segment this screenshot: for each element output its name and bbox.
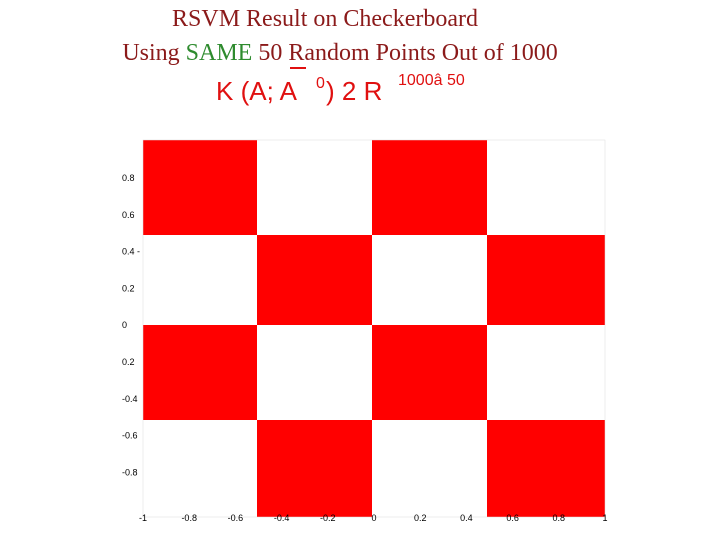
x-tick-label: 0.8 [553,513,566,523]
red-region [487,235,605,325]
red-region [487,420,605,517]
plot-frame [142,139,606,518]
title-text: Using [122,40,185,66]
x-tick-label: 0 [371,513,376,523]
y-tick-label: -0.8 [122,467,138,477]
y-tick-label: 0.2 [122,283,135,293]
y-tick-label: 0.4 - [122,247,140,257]
title-highlight: SAME [186,40,253,66]
x-tick-label: -1 [139,513,147,523]
x-tick-label: 1 [602,513,607,523]
x-tick-label: 0.4 [460,513,473,523]
x-tick-label: 0.2 [414,513,427,523]
y-tick-label: -0.6 [122,431,138,441]
red-region [257,235,372,325]
formula: ) 2 R [326,76,382,106]
red-region [143,140,257,235]
x-tick-label: 0.6 [506,513,519,523]
tick-labels: -1 -0.8 -0.6 -0.4 -0.2 0 0.2 0.4 0.6 0.8 1 0.8 0.6 0.… [122,173,608,523]
y-tick-label: 0.8 [122,173,135,183]
formula-superscript: 1000â 50 [398,72,465,89]
y-tick-label: 0.2 [122,357,135,367]
x-tick-label: -0.4 [274,513,290,523]
red-region [143,325,257,420]
formula: K (A; A [216,76,298,106]
title-text: 50 Random Points Out of 1000 [252,40,557,66]
y-tick-label: -0.4 [122,394,138,404]
red-region [372,325,487,420]
x-tick-label: -0.6 [228,513,244,523]
red-region [257,420,372,517]
x-tick-label: -0.2 [320,513,336,523]
formula-prime: 0 [316,75,325,92]
title-line: Using SAME 50 Random Points Out of 1000 [122,40,557,66]
red-region [372,140,487,235]
y-tick-label: 0 [122,320,127,330]
y-tick-label: 0.6 [122,210,135,220]
x-tick-label: -0.8 [181,513,197,523]
title-line: RSVM Result on Checkerboard [172,6,478,32]
checkerboard [143,140,605,517]
